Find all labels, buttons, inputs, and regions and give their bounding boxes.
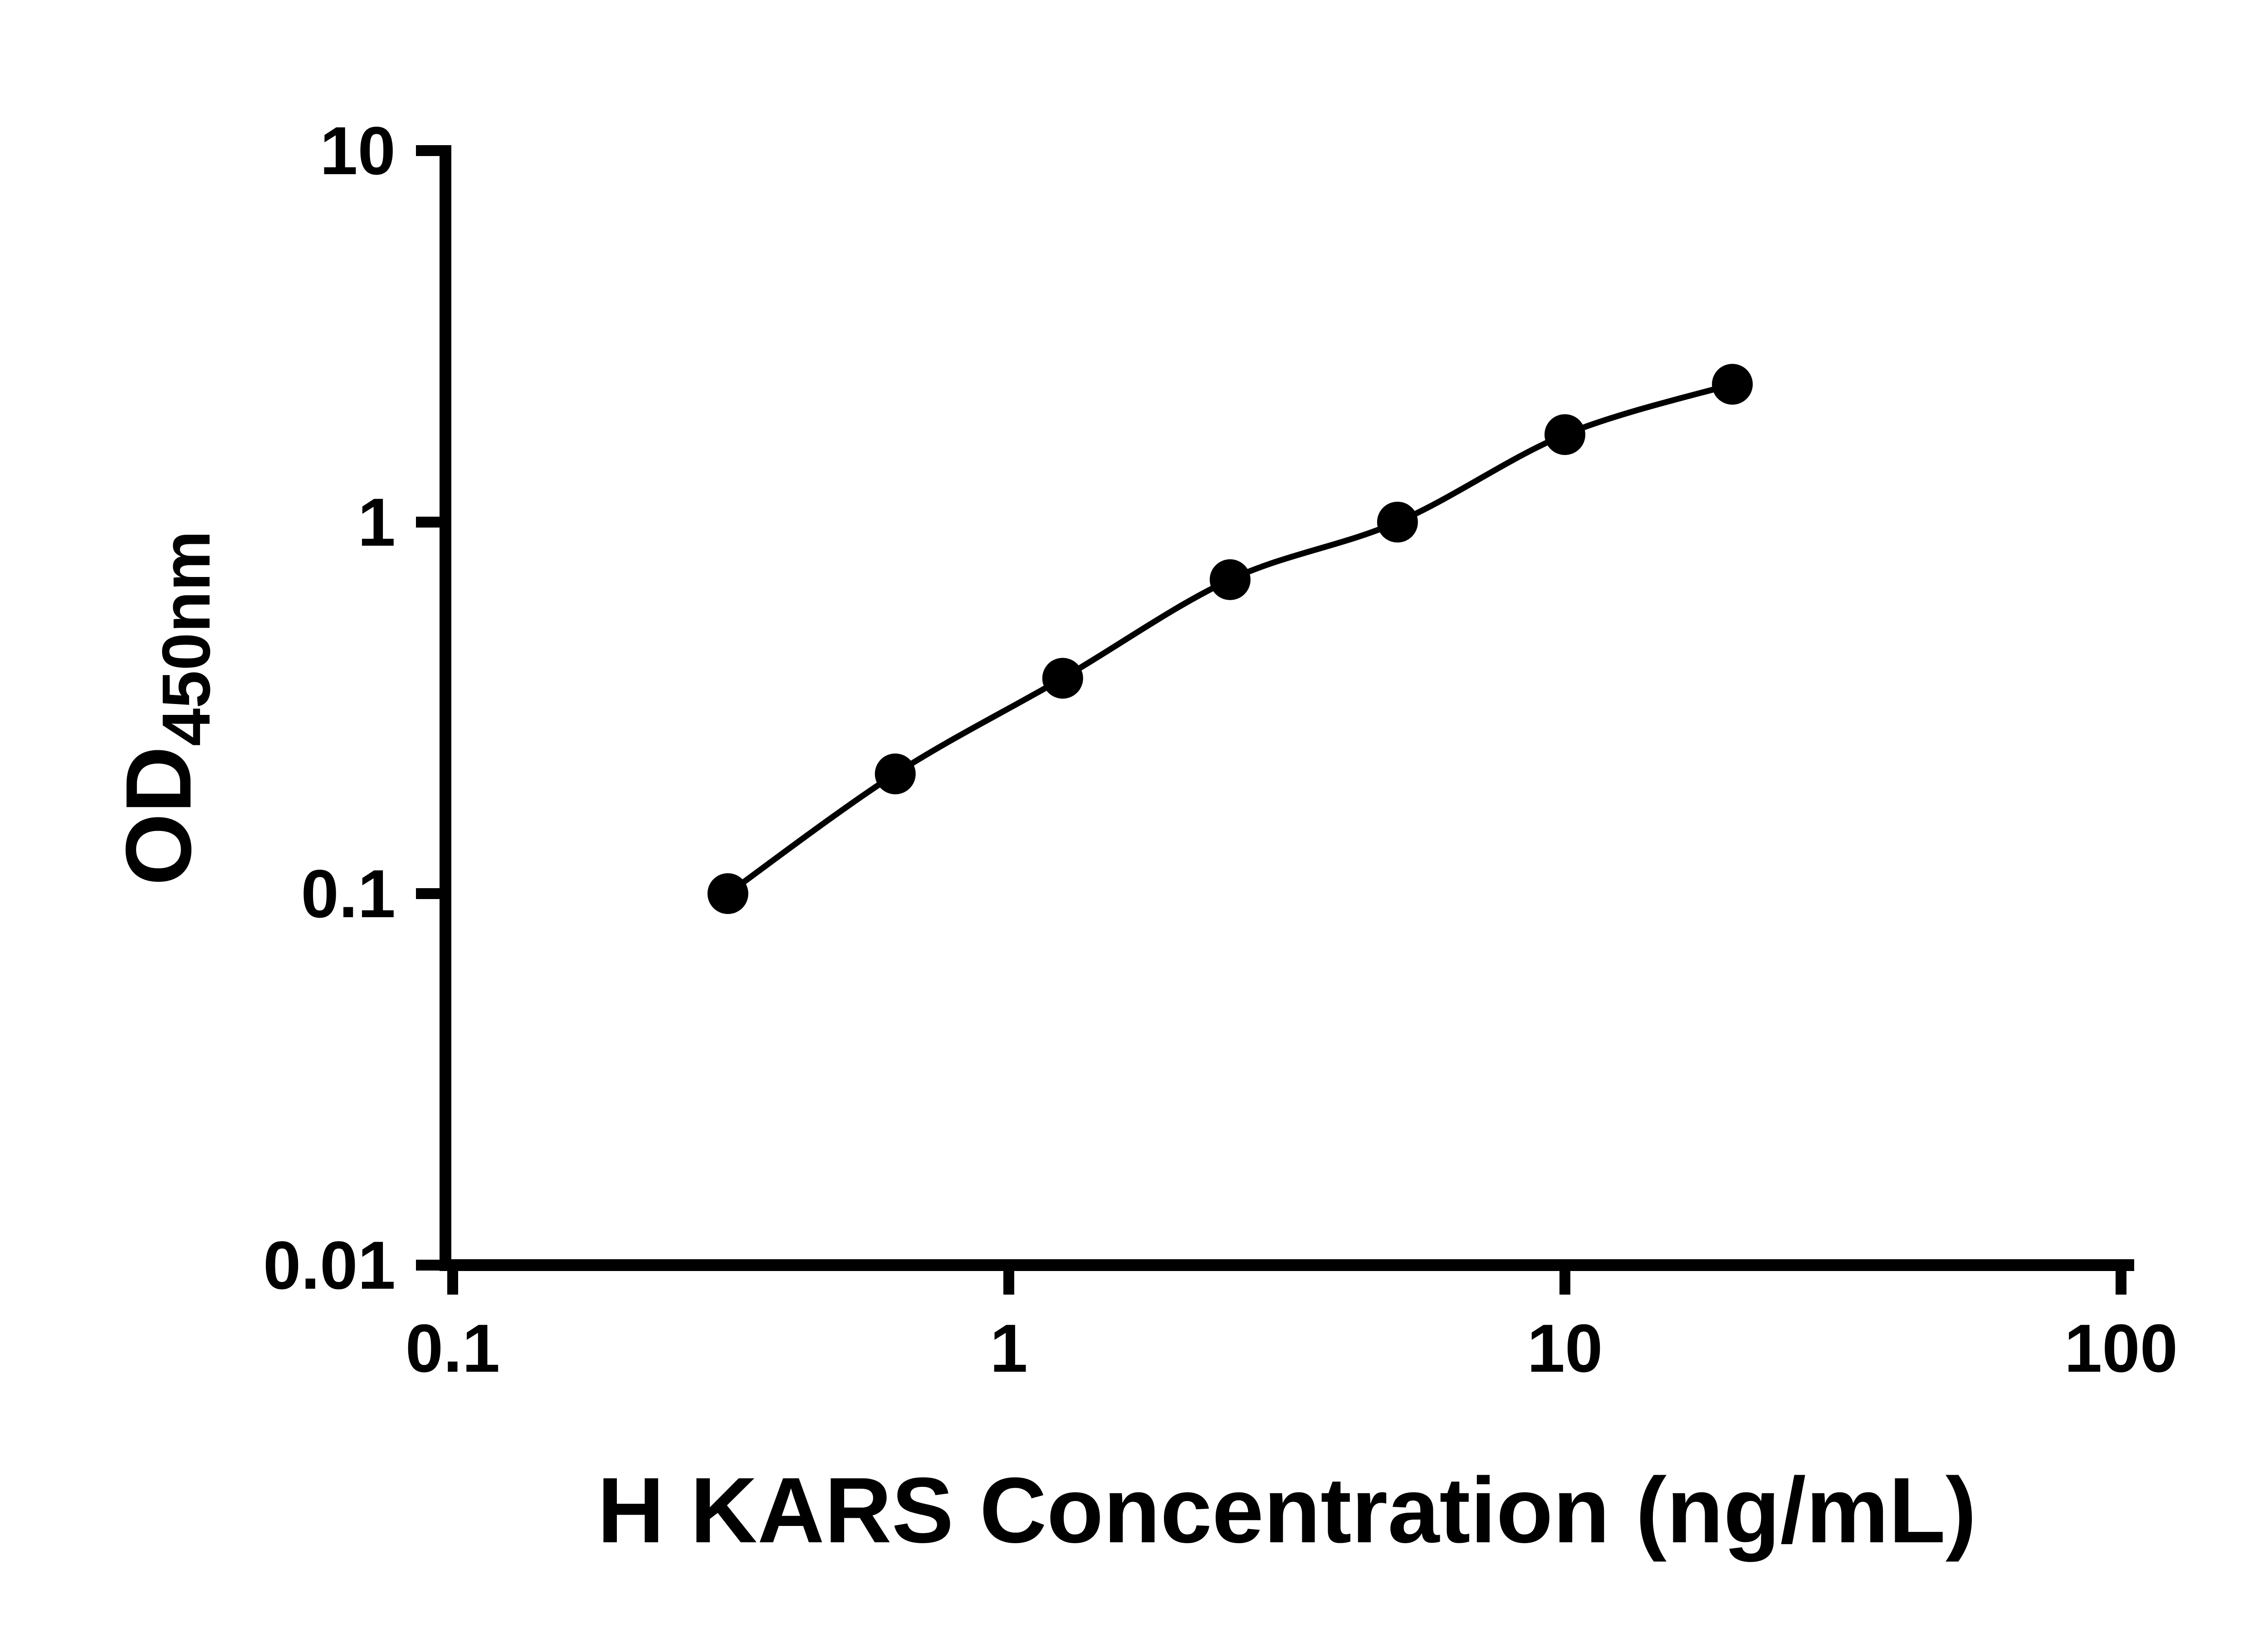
axes (440, 145, 2134, 1271)
y-axis-ticks: 0.01 0.1 1 10 (263, 112, 445, 1303)
x-axis-ticks: 0.1 1 10 100 (406, 1265, 2178, 1386)
y-tick-label: 1 (358, 484, 396, 560)
y-axis-title: OD450nm (107, 531, 224, 886)
y-tick-label: 10 (320, 112, 396, 189)
y-axis-title-subscript: 450nm (148, 531, 224, 746)
y-axis-title-main: OD (107, 746, 210, 886)
data-point-5 (1545, 414, 1585, 455)
data-point-3 (1209, 559, 1251, 600)
x-tick-label: 0.1 (406, 1310, 500, 1386)
y-tick-label: 0.01 (263, 1227, 396, 1303)
data-point-1 (875, 753, 916, 795)
data-points (707, 364, 1753, 914)
axis-lines (440, 145, 2134, 1271)
fit-curve (726, 381, 1733, 896)
x-tick-label: 10 (1527, 1310, 1603, 1386)
data-point-0 (707, 873, 748, 914)
x-tick-label: 100 (2064, 1310, 2178, 1386)
y-tick-label: 0.1 (301, 856, 396, 932)
x-tick-label: 1 (990, 1310, 1027, 1386)
data-point-4 (1377, 502, 1418, 543)
data-point-6 (1712, 364, 1753, 405)
data-point-2 (1042, 658, 1083, 699)
x-axis-title: H KARS Concentration (ng/mL) (597, 1458, 1977, 1562)
